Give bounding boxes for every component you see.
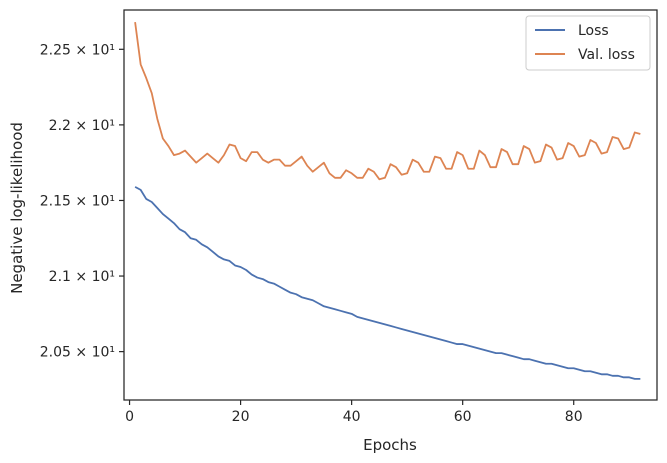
plot-background [124, 10, 657, 400]
x-tick-label: 20 [232, 409, 250, 425]
legend: Loss Val. loss [525, 15, 651, 71]
y-tick-label: 2.15 × 10¹ [40, 193, 115, 209]
series-line-val-loss [134, 21, 641, 181]
x-tick-label: 80 [565, 409, 583, 425]
y-axis-label: Negative log-likelihood [8, 122, 26, 294]
x-axis-label: Epochs [363, 436, 417, 454]
series-layer [134, 21, 641, 380]
y-axis-ticks: 2.05 × 10¹ 2.1 × 10¹ 2.15 × 10¹ 2.2 × 10¹ 2.… [40, 42, 124, 361]
legend-label-val-loss: Val. loss [578, 47, 635, 63]
y-tick-label: 2.1 × 10¹ [49, 269, 115, 285]
x-tick-label: 60 [454, 409, 472, 425]
x-tick-label: 40 [343, 409, 361, 425]
y-tick-label: 2.05 × 10¹ [40, 345, 115, 361]
legend-label-loss: Loss [578, 23, 609, 39]
series-line-loss [134, 186, 641, 380]
y-tick-label: 2.2 × 10¹ [49, 118, 115, 134]
x-axis-ticks: 0 20 40 60 80 [125, 400, 583, 425]
plot-frame [123, 9, 658, 401]
y-tick-label: 2.25 × 10¹ [40, 42, 115, 58]
x-tick-label: 0 [125, 409, 134, 425]
